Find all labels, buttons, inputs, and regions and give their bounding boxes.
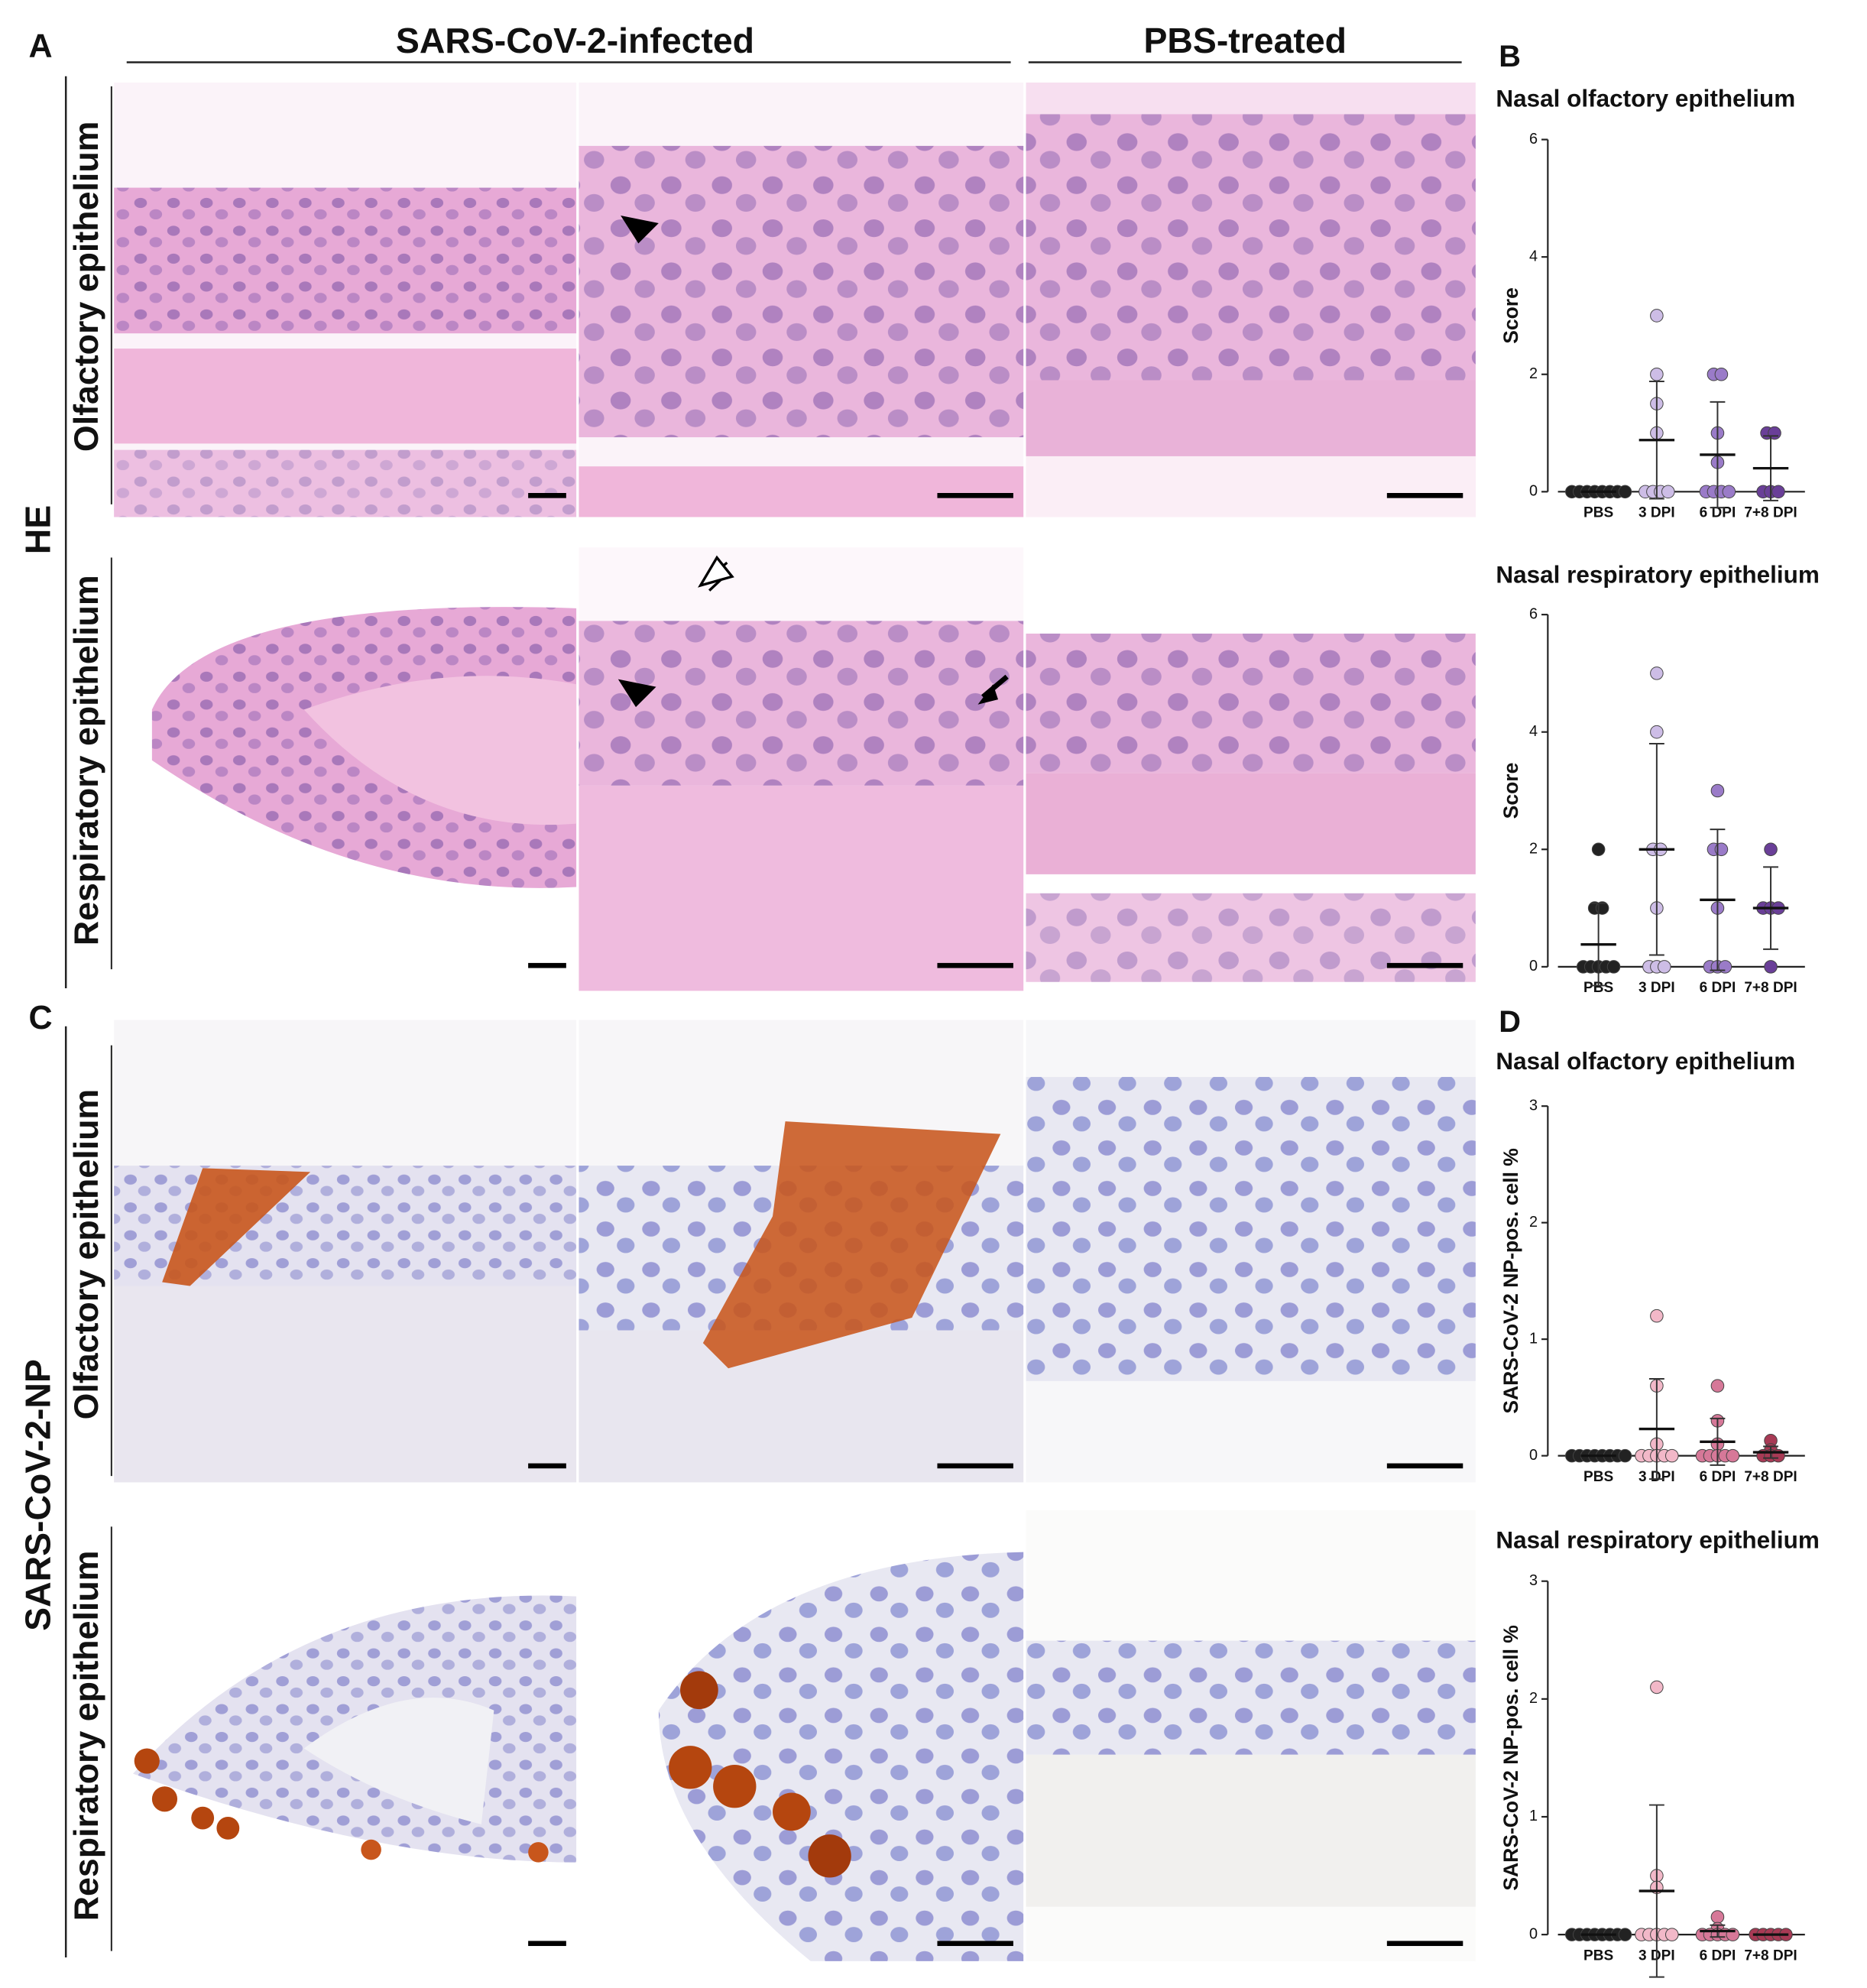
data-point <box>1722 485 1736 499</box>
y-tick-label: 3 <box>1529 1572 1538 1589</box>
data-point <box>1650 1309 1664 1323</box>
y-tick-label: 2 <box>1529 841 1538 858</box>
y-tick-label: 1 <box>1529 1808 1538 1824</box>
data-point <box>1714 367 1729 381</box>
x-tick-label: 6 DPI <box>1700 505 1736 521</box>
x-tick-label: PBS <box>1583 505 1613 521</box>
data-point <box>1726 1448 1740 1463</box>
x-tick-label: PBS <box>1583 980 1613 996</box>
chart-title: Nasal respiratory epithelium <box>1496 1526 1819 1554</box>
data-point <box>1664 1448 1679 1463</box>
data-point <box>1650 367 1664 381</box>
micrograph <box>1026 1510 1476 1961</box>
micrograph <box>114 547 577 991</box>
chart-title: Nasal respiratory epithelium <box>1496 561 1819 589</box>
chart-title: Nasal olfactory epithelium <box>1496 1047 1795 1075</box>
data-point <box>1650 666 1664 680</box>
data-point <box>1764 960 1778 974</box>
row-label: Respiratory epithelium <box>67 1551 105 1922</box>
column-header: PBS-treated <box>1143 21 1347 60</box>
x-tick-label: 6 DPI <box>1700 1469 1736 1485</box>
x-tick-label: 7+8 DPI <box>1744 505 1797 521</box>
data-point <box>1650 725 1664 739</box>
micrograph <box>114 1020 577 1483</box>
micrograph <box>1026 1020 1476 1483</box>
y-tick-label: 4 <box>1529 723 1538 740</box>
x-tick-label: 6 DPI <box>1700 1947 1736 1964</box>
y-tick-label: 0 <box>1529 958 1538 975</box>
data-point <box>1710 1910 1725 1924</box>
y-axis-label: SARS-CoV-2 NP-pos. cell % <box>1499 1148 1522 1414</box>
x-tick-label: 6 DPI <box>1700 980 1736 996</box>
stain-label: HE <box>18 505 57 554</box>
x-tick-label: PBS <box>1583 1947 1613 1964</box>
y-tick-label: 4 <box>1529 248 1538 264</box>
micrograph <box>579 83 1024 517</box>
column-header: SARS-CoV-2-infected <box>396 21 754 60</box>
row-label: Olfactory epithelium <box>67 122 105 452</box>
y-tick-label: 6 <box>1529 131 1538 148</box>
data-point <box>1658 960 1671 974</box>
micrograph <box>114 1510 577 1961</box>
panel-label: D <box>1499 1005 1521 1039</box>
y-tick-label: 0 <box>1529 1925 1538 1942</box>
y-tick-label: 1 <box>1529 1330 1538 1347</box>
x-tick-label: 3 DPI <box>1638 505 1675 521</box>
y-tick-label: 2 <box>1529 1214 1538 1231</box>
row-label: Respiratory epithelium <box>67 575 105 945</box>
y-tick-label: 0 <box>1529 1447 1538 1464</box>
data-point <box>1591 842 1606 857</box>
data-point <box>1661 485 1675 499</box>
y-tick-label: 3 <box>1529 1097 1538 1114</box>
x-tick-label: 7+8 DPI <box>1744 1947 1797 1964</box>
data-point <box>1618 1448 1632 1463</box>
micrograph <box>114 83 577 517</box>
micrograph <box>1026 83 1476 517</box>
y-tick-label: 0 <box>1529 483 1538 500</box>
x-tick-label: PBS <box>1583 1469 1613 1485</box>
data-point <box>1618 485 1632 499</box>
data-point <box>1764 842 1778 857</box>
data-point <box>1664 1928 1679 1941</box>
y-axis-label: Score <box>1499 287 1522 344</box>
data-point <box>1710 1379 1725 1393</box>
micrograph <box>579 1020 1024 1483</box>
row-label: Olfactory epithelium <box>67 1089 105 1420</box>
panel-label: B <box>1499 40 1521 73</box>
micrograph <box>579 1510 1024 1961</box>
data-point <box>1771 485 1785 499</box>
x-tick-label: 7+8 DPI <box>1744 1469 1797 1485</box>
panel-label: A <box>28 28 52 65</box>
y-tick-label: 2 <box>1529 365 1538 382</box>
micrograph <box>1026 547 1476 991</box>
y-tick-label: 2 <box>1529 1690 1538 1707</box>
stain-label: SARS-CoV-2-NP <box>18 1359 57 1631</box>
data-point <box>1710 783 1725 798</box>
panel-label: C <box>28 1000 52 1036</box>
data-point <box>1718 960 1732 974</box>
y-axis-label: Score <box>1499 763 1522 819</box>
data-point <box>1650 309 1664 323</box>
data-point <box>1650 1680 1664 1695</box>
x-tick-label: 7+8 DPI <box>1744 980 1797 996</box>
y-tick-label: 6 <box>1529 605 1538 622</box>
data-point <box>1606 960 1621 974</box>
x-tick-label: 3 DPI <box>1638 980 1675 996</box>
data-point <box>1618 1928 1632 1941</box>
micrograph <box>579 547 1024 991</box>
chart-title: Nasal olfactory epithelium <box>1496 85 1795 112</box>
y-axis-label: SARS-CoV-2 NP-pos. cell % <box>1499 1625 1522 1891</box>
